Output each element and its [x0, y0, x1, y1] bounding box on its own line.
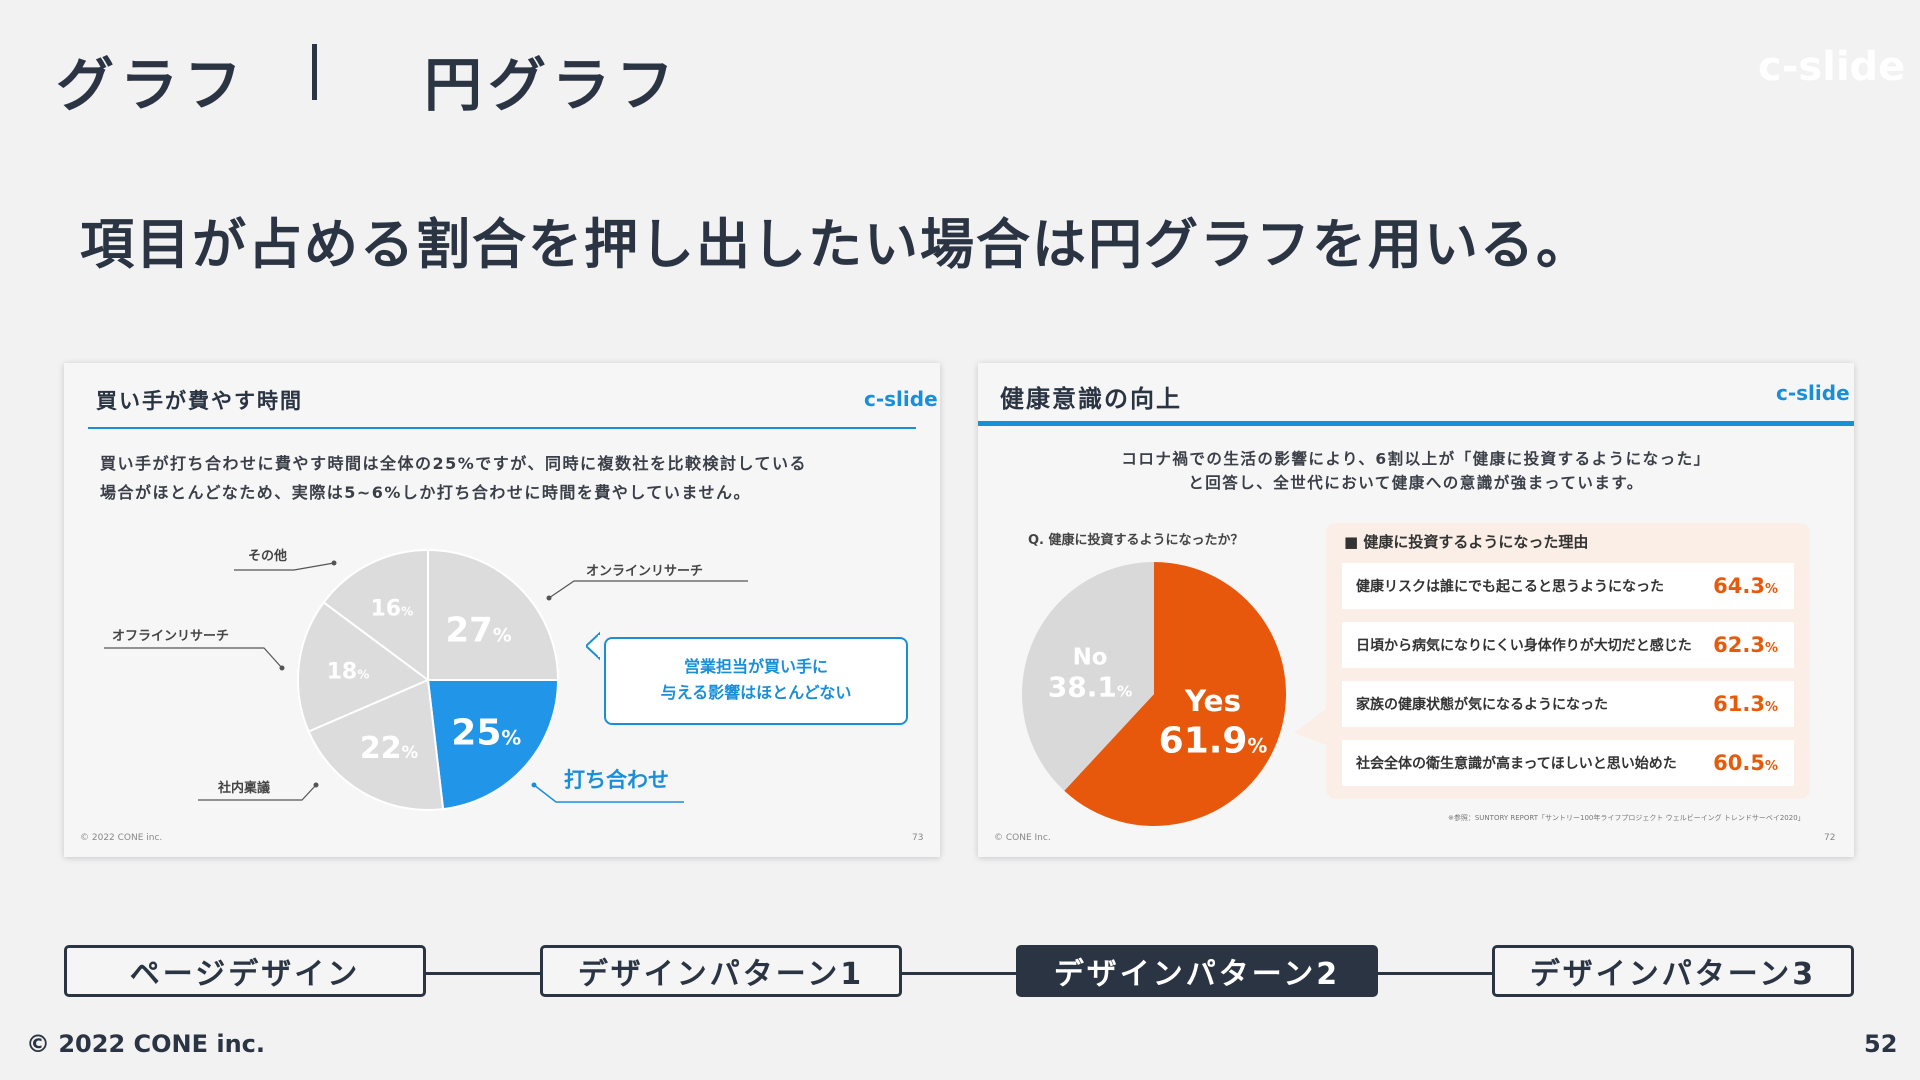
left-slide-rule: [88, 427, 916, 429]
pie-slice-4: [297, 600, 430, 733]
reason-value: 62.3%: [1713, 633, 1778, 657]
reasons-panel: ■ 健康に投資するようになった理由 健康リスクは誰にでも起こると思うようになった…: [1326, 523, 1810, 799]
reason-value: 61.3%: [1713, 692, 1778, 716]
tab-design-pattern-3[interactable]: デザインパターン3: [1492, 945, 1854, 997]
reason-row: 社会全体の衛生意識が高まってほしいと思い始めた 60.5%: [1342, 740, 1794, 786]
footer-page-number: 52: [1864, 1030, 1898, 1058]
reason-text: 日頃から病気になりにくい身体作りが大切だと感じた: [1356, 638, 1692, 654]
pie-value-label-1: 27%: [446, 610, 512, 650]
right-slide-thumbnail[interactable]: 健康意識の向上 c-slide コロナ禍での生活の影響により、6割以上が「健康に…: [978, 363, 1854, 857]
left-slide-desc-1: 買い手が打ち合わせに費やす時間は全体の25%ですが、同時に複数社を比較検討してい…: [100, 454, 807, 473]
pie-slice-5: [322, 548, 429, 682]
leader-dot-offline: [279, 665, 285, 671]
footer-copyright: © 2022 CONE inc.: [26, 1030, 266, 1058]
leader-offline: [104, 647, 283, 669]
pie-value-label-2: 25%: [451, 712, 521, 753]
pie-slice-2: [426, 679, 560, 811]
survey-question: Q. 健康に投資するようになったか？: [1028, 533, 1244, 548]
pie-slice-3: [307, 678, 445, 811]
right-pie-chart: Yes 61.9% No 38.1%: [1022, 562, 1326, 826]
leader-meeting: [533, 784, 684, 803]
tab-design-pattern-1[interactable]: デザインパターン1: [540, 945, 902, 997]
source-note: ※参照：SUNTORY REPORT「サントリー100年ライフプロジェクト ウェ…: [1448, 814, 1805, 822]
pie-slice-1: [427, 548, 560, 681]
pie-label-internal: 社内稟議: [218, 781, 271, 796]
callout-line-1: 営業担当が買い手に: [683, 657, 828, 676]
reasons-title: ■ 健康に投資するようになった理由: [1344, 533, 1589, 551]
right-slide-page: 72: [1824, 833, 1836, 843]
header-divider: [312, 44, 317, 100]
left-slide-title: 買い手が費やす時間: [96, 389, 303, 413]
reason-value: 60.5%: [1713, 751, 1778, 775]
section-title: グラフ: [56, 51, 249, 119]
left-slide-desc-2: 場合がほとんどなため、実際は5~6%しか打ち合わせに時間を費やしていません。: [100, 483, 751, 502]
left-slide-page: 73: [912, 833, 924, 843]
left-slide-brand: c-slide: [864, 387, 938, 411]
pie-slice-1: [1064, 562, 1286, 826]
leader-online: [548, 580, 748, 599]
right-slide-rule: [978, 421, 1854, 426]
pie-label-meeting: 打ち合わせ: [564, 768, 669, 792]
insight-callout: 営業担当が買い手に 与える影響はほとんどない: [604, 637, 908, 725]
left-slide-copyright: © 2022 CONE inc.: [80, 833, 163, 843]
callout-pointer: [586, 631, 600, 661]
left-pie-chart: 27% 25% 22% 18% 16%: [104, 548, 748, 811]
reason-row: 健康リスクは誰にでも起こると思うようになった 64.3%: [1342, 563, 1794, 609]
nav-connector: [902, 972, 1018, 975]
tab-page-design[interactable]: ページデザイン: [64, 945, 426, 997]
nav-connector: [1378, 972, 1494, 975]
reason-row: 家族の健康状態が気になるようになった 61.3%: [1342, 681, 1794, 727]
topic-title: 円グラフ: [424, 51, 681, 119]
right-slide-title: 健康意識の向上: [1000, 385, 1182, 413]
tab-design-pattern-2[interactable]: デザインパターン2: [1016, 945, 1378, 997]
pie-label-other: その他: [248, 549, 288, 564]
reasons-list: 健康リスクは誰にでも起こると思うようになった 64.3% 日頃から病気になりにく…: [1342, 563, 1794, 786]
pie-value-label-2: No 38.1%: [1048, 644, 1133, 703]
nav-connector: [426, 972, 542, 975]
reason-text: 健康リスクは誰にでも起こると思うようになった: [1356, 579, 1664, 595]
reason-row: 日頃から病気になりにくい身体作りが大切だと感じた 62.3%: [1342, 622, 1794, 668]
brand-logo: c-slide: [1758, 44, 1906, 90]
pie-value-label-1: Yes 61.9%: [1159, 684, 1268, 761]
right-slide-desc-1: コロナ禍での生活の影響により、6割以上が「健康に投資するようになった」: [1121, 450, 1711, 468]
leader-dot-internal: [313, 782, 319, 788]
leader-dot-meeting: [531, 782, 537, 788]
pie-slice-2: [1022, 562, 1154, 791]
callout-line-2: 与える影響はほとんどない: [660, 683, 852, 702]
leader-internal: [198, 784, 317, 801]
page-headline: 項目が占める割合を押し出したい場合は円グラフを用いる。: [80, 213, 1592, 276]
pie-value-label-3: 22%: [360, 731, 419, 766]
leader-dot-other: [331, 560, 337, 566]
reason-value: 64.3%: [1713, 574, 1778, 598]
pie-value-label-5: 16%: [370, 597, 413, 622]
right-slide-copyright: © CONE Inc.: [994, 833, 1051, 843]
reason-text: 家族の健康状態が気になるようになった: [1356, 697, 1608, 713]
pie-label-offline: オフラインリサーチ: [112, 629, 230, 644]
leader-dot-online: [546, 595, 552, 601]
reasons-pointer: [1294, 709, 1326, 745]
right-slide-brand: c-slide: [1776, 381, 1850, 405]
left-slide-thumbnail[interactable]: 買い手が費やす時間 c-slide 買い手が打ち合わせに費やす時間は全体の25%…: [64, 363, 940, 857]
leader-other: [234, 562, 335, 571]
reason-text: 社会全体の衛生意識が高まってほしいと思い始めた: [1356, 756, 1677, 772]
pie-value-label-4: 18%: [327, 659, 370, 684]
pie-label-online: オンラインリサーチ: [586, 564, 704, 579]
right-slide-desc-2: と回答し、全世代において健康への意識が強まっています。: [1188, 474, 1644, 492]
